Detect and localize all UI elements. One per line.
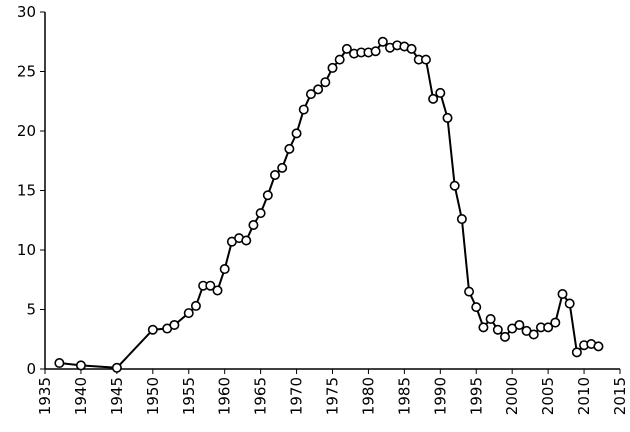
data-point: [277, 162, 288, 173]
data-point: [370, 46, 381, 57]
x-tick-label: 1990: [431, 377, 449, 415]
y-tick-label: 5: [26, 301, 36, 319]
data-point: [241, 235, 252, 246]
data-point: [111, 362, 122, 373]
data-point: [571, 347, 582, 358]
data-point: [298, 104, 309, 115]
y-tick-label: 10: [17, 241, 36, 259]
data-point: [320, 77, 331, 88]
x-tick-label: 1980: [359, 377, 377, 415]
data-point: [255, 208, 266, 219]
x-tick-label: 1965: [252, 377, 270, 415]
data-point: [478, 322, 489, 333]
data-point: [557, 289, 568, 300]
data-point: [428, 93, 439, 104]
y-tick-label: 20: [17, 122, 36, 140]
x-tick-label: 1985: [395, 377, 413, 415]
x-tick-label: 2000: [503, 377, 521, 415]
data-point: [248, 220, 259, 231]
data-point: [543, 322, 554, 333]
data-point: [377, 36, 388, 47]
data-point: [183, 308, 194, 319]
y-tick-label: 25: [17, 63, 36, 81]
data-point: [305, 89, 316, 100]
data-point: [442, 112, 453, 123]
data-point: [147, 324, 158, 335]
data-point: [54, 358, 65, 369]
x-tick-label: 2005: [539, 377, 557, 415]
x-tick-label: 2015: [611, 377, 629, 415]
x-tick-label: 1940: [72, 377, 90, 415]
data-point: [284, 143, 295, 154]
x-tick-label: 2010: [575, 377, 593, 415]
y-tick-label: 0: [26, 360, 36, 378]
data-point: [341, 43, 352, 54]
data-point: [550, 317, 561, 328]
x-tick-label: 1960: [216, 377, 234, 415]
data-point: [205, 280, 216, 291]
data-point: [212, 285, 223, 296]
data-point: [471, 302, 482, 313]
data-point: [269, 170, 280, 181]
y-tick-label: 30: [17, 3, 36, 21]
data-point: [327, 62, 338, 73]
data-point: [75, 360, 86, 371]
data-point: [435, 87, 446, 98]
x-tick-label: 1975: [324, 377, 342, 415]
data-point: [219, 264, 230, 275]
data-point: [406, 43, 417, 54]
data-point: [485, 314, 496, 325]
data-point: [291, 128, 302, 139]
data-point: [420, 54, 431, 65]
x-tick-label: 1950: [144, 377, 162, 415]
data-line: [59, 40, 599, 369]
data-point: [456, 214, 467, 225]
data-point: [514, 319, 525, 330]
x-tick-label: 1945: [108, 377, 126, 415]
data-point: [313, 84, 324, 95]
x-tick-label: 1955: [180, 377, 198, 415]
x-tick-label: 1935: [36, 377, 54, 415]
data-point: [564, 298, 575, 309]
data-point: [169, 319, 180, 330]
data-point: [528, 329, 539, 340]
x-tick-label: 1995: [467, 377, 485, 415]
data-point: [499, 331, 510, 342]
data-point: [190, 300, 201, 311]
data-point: [492, 324, 503, 335]
x-tick-label: 1970: [288, 377, 306, 415]
data-point: [593, 341, 604, 352]
data-point: [464, 286, 475, 297]
data-point: [262, 190, 273, 201]
y-tick-label: 15: [17, 182, 36, 200]
data-point: [334, 54, 345, 65]
data-point: [449, 180, 460, 191]
